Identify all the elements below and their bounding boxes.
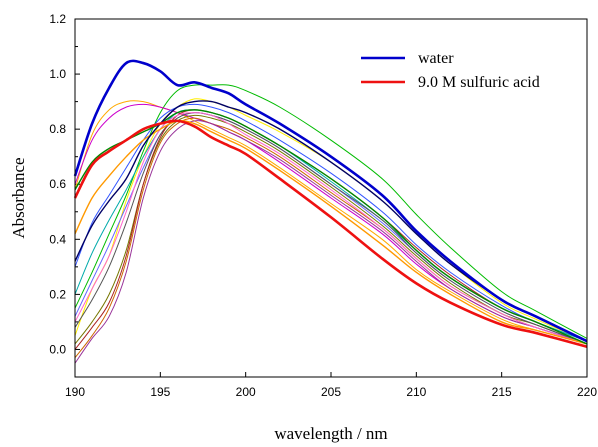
series-line-8 <box>74 103 588 342</box>
x-tick-label: 215 <box>492 385 512 399</box>
series-line-17 <box>74 112 588 345</box>
y-tick-label: 1.0 <box>49 67 66 81</box>
x-tick-label: 200 <box>236 385 256 399</box>
x-tick-label: 190 <box>65 385 85 399</box>
y-axis-title: Absorbance <box>9 157 28 238</box>
series-line-16 <box>74 109 588 350</box>
x-tick-label: 220 <box>577 385 597 399</box>
plot-frame <box>74 18 588 378</box>
y-tick-label: 0.8 <box>49 122 66 136</box>
series-line-15 <box>74 112 588 345</box>
series-line-water <box>73 59 588 343</box>
series-line-11 <box>74 117 588 359</box>
series-line-9 <box>74 100 588 342</box>
series-line-9-0-m-sulfuric-acid <box>73 119 588 348</box>
y-tick-label: 0.2 <box>49 287 66 301</box>
x-axis-title: wavelength / nm <box>274 424 387 443</box>
x-tick-label: 210 <box>406 385 426 399</box>
y-tick-label: 1.2 <box>49 12 66 26</box>
y-tick-label: 0.4 <box>49 232 66 246</box>
legend-label-sulfuric-acid: 9.0 M sulfuric acid <box>418 74 540 91</box>
y-tick-label: 0.6 <box>49 177 66 191</box>
legend: water 9.0 M sulfuric acid <box>361 50 540 91</box>
legend-label-water: water <box>418 50 454 67</box>
series-line-2 <box>74 84 588 339</box>
tick-layer: 190 195 200 205 210 215 220 0.0 0.2 0.4 0.6 0.8 1.0 1… <box>49 12 597 399</box>
x-tick-label: 205 <box>321 385 341 399</box>
series-line-12 <box>74 120 588 364</box>
series-layer <box>73 59 588 364</box>
series-line-4 <box>74 119 588 345</box>
y-tick-label: 0.0 <box>49 342 66 356</box>
series-line-7 <box>74 109 588 345</box>
series-line-5 <box>74 100 588 345</box>
series-line-10 <box>74 112 588 345</box>
x-tick-label: 195 <box>150 385 170 399</box>
